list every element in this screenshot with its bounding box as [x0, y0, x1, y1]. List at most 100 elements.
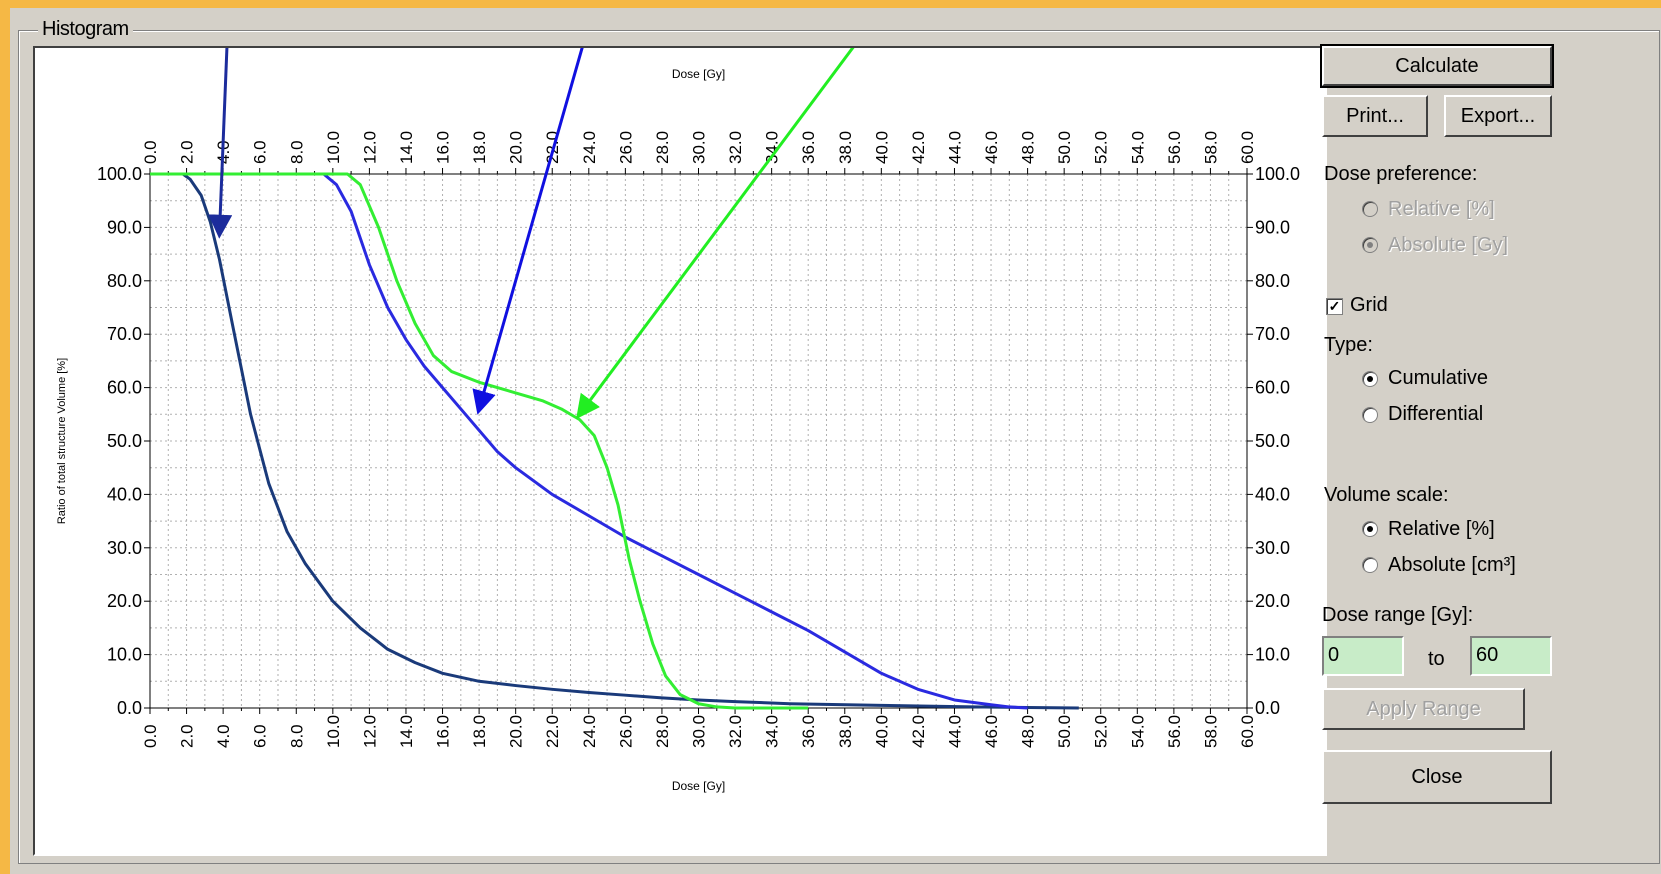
x2-tick-label: 18.0	[470, 131, 489, 164]
y2-tick-label: 40.0	[1255, 484, 1290, 504]
x-tick-label: 44.0	[945, 715, 964, 748]
dose-preference-absolute-label: Absolute [Gy]	[1388, 234, 1509, 256]
x-tick-label: 24.0	[580, 715, 599, 748]
x2-tick-label: 14.0	[397, 131, 416, 164]
volume-scale-relative-label: Relative [%]	[1388, 518, 1495, 540]
y2-tick-label: 0.0	[1255, 698, 1280, 718]
annotation-arrow-3	[576, 48, 855, 420]
y-tick-label: 30.0	[107, 538, 142, 558]
apply-range-button[interactable]: Apply Range	[1322, 688, 1525, 730]
x2-tick-label: 50.0	[1055, 131, 1074, 164]
x2-axis-label: Dose [Gy]	[672, 67, 725, 81]
dose-range-from-input[interactable]: 0	[1322, 636, 1404, 676]
x2-tick-label: 40.0	[872, 131, 891, 164]
x-tick-label: 40.0	[872, 715, 891, 748]
x2-tick-label: 2.0	[178, 140, 197, 164]
x-tick-label: 0.0	[141, 724, 160, 748]
x-tick-label: 54.0	[1128, 715, 1147, 748]
annotation-arrow-1	[208, 48, 233, 239]
dvh-chart: 0.00.02.02.04.04.06.06.08.08.010.010.012…	[56, 48, 1300, 793]
x-tick-label: 52.0	[1092, 715, 1111, 748]
y2-tick-label: 50.0	[1255, 431, 1290, 451]
dose-preference-relative-radio[interactable]	[1362, 201, 1378, 217]
x-tick-label: 26.0	[616, 715, 635, 748]
x-tick-label: 30.0	[690, 715, 709, 748]
volume-scale-relative-radio[interactable]	[1362, 521, 1378, 537]
grid-checkbox[interactable]: ✓	[1326, 298, 1343, 315]
x-tick-label: 20.0	[507, 715, 526, 748]
x2-tick-label: 54.0	[1128, 131, 1147, 164]
y-tick-label: 20.0	[107, 591, 142, 611]
y-tick-label: 70.0	[107, 324, 142, 344]
x2-tick-label: 58.0	[1201, 131, 1220, 164]
dose-range-to-label: to	[1428, 648, 1445, 670]
x-tick-label: 18.0	[470, 715, 489, 748]
x-axis-label: Dose [Gy]	[672, 779, 725, 793]
x2-tick-label: 8.0	[287, 140, 306, 164]
groupbox-title: Histogram	[38, 18, 133, 41]
y-tick-label: 100.0	[97, 164, 142, 184]
x2-tick-label: 6.0	[251, 140, 270, 164]
x2-tick-label: 52.0	[1092, 131, 1111, 164]
x2-tick-label: 46.0	[982, 131, 1001, 164]
x2-tick-label: 36.0	[799, 131, 818, 164]
y2-tick-label: 100.0	[1255, 164, 1300, 184]
histogram-groupbox	[18, 30, 1660, 864]
y2-tick-label: 80.0	[1255, 271, 1290, 291]
x-tick-label: 56.0	[1165, 715, 1184, 748]
dose-preference-absolute-radio[interactable]	[1362, 237, 1378, 253]
x-tick-label: 16.0	[434, 715, 453, 748]
dose-range-label: Dose range [Gy]:	[1322, 604, 1474, 626]
x2-tick-label: 48.0	[1019, 131, 1038, 164]
volume-scale-absolute-radio[interactable]	[1362, 557, 1378, 573]
x2-tick-label: 44.0	[945, 131, 964, 164]
x-tick-label: 50.0	[1055, 715, 1074, 748]
x2-tick-label: 32.0	[726, 131, 745, 164]
calculate-button[interactable]: Calculate	[1320, 44, 1554, 88]
x-tick-label: 4.0	[214, 724, 233, 748]
y2-tick-label: 70.0	[1255, 324, 1290, 344]
x-tick-label: 14.0	[397, 715, 416, 748]
volume-scale-absolute-label: Absolute [cm³]	[1388, 554, 1516, 576]
dose-preference-label: Dose preference:	[1324, 163, 1478, 185]
x-tick-label: 48.0	[1019, 715, 1038, 748]
dose-range-to-input[interactable]: 60	[1470, 636, 1552, 676]
x2-tick-label: 30.0	[690, 131, 709, 164]
x2-tick-label: 10.0	[324, 131, 343, 164]
x-tick-label: 10.0	[324, 715, 343, 748]
print-button[interactable]: Print...	[1322, 95, 1428, 137]
x-tick-label: 8.0	[287, 724, 306, 748]
x2-tick-label: 34.0	[763, 131, 782, 164]
x-tick-label: 42.0	[909, 715, 928, 748]
x-tick-label: 6.0	[251, 724, 270, 748]
type-differential-label: Differential	[1388, 403, 1484, 425]
close-button[interactable]: Close	[1322, 750, 1552, 804]
x2-tick-label: 0.0	[141, 140, 160, 164]
type-label: Type:	[1324, 334, 1373, 356]
y-tick-label: 50.0	[107, 431, 142, 451]
x2-tick-label: 12.0	[360, 131, 379, 164]
x-tick-label: 12.0	[360, 715, 379, 748]
type-cumulative-label: Cumulative	[1388, 367, 1489, 389]
annotation-arrow-2	[472, 48, 584, 415]
x-tick-label: 38.0	[836, 715, 855, 748]
y-tick-label: 40.0	[107, 484, 142, 504]
export-button[interactable]: Export...	[1444, 95, 1552, 137]
grid-label: Grid	[1350, 294, 1388, 316]
dvh-curve-3	[150, 172, 809, 710]
x-tick-label: 34.0	[763, 715, 782, 748]
x-tick-label: 2.0	[178, 724, 197, 748]
dvh-chart-panel: 0.00.02.02.04.04.06.06.08.08.010.010.012…	[33, 46, 1327, 856]
x-tick-label: 36.0	[799, 715, 818, 748]
x2-tick-label: 60.0	[1238, 131, 1257, 164]
x2-tick-label: 42.0	[909, 131, 928, 164]
x-tick-label: 22.0	[543, 715, 562, 748]
x2-tick-label: 26.0	[616, 131, 635, 164]
type-cumulative-radio[interactable]	[1362, 371, 1378, 387]
y-tick-label: 60.0	[107, 378, 142, 398]
x2-tick-label: 16.0	[434, 131, 453, 164]
y-tick-label: 90.0	[107, 217, 142, 237]
dose-preference-relative-label: Relative [%]	[1388, 198, 1495, 220]
type-differential-radio[interactable]	[1362, 407, 1378, 423]
y-axis-label: Ratio of total structure Volume [%]	[56, 358, 68, 524]
